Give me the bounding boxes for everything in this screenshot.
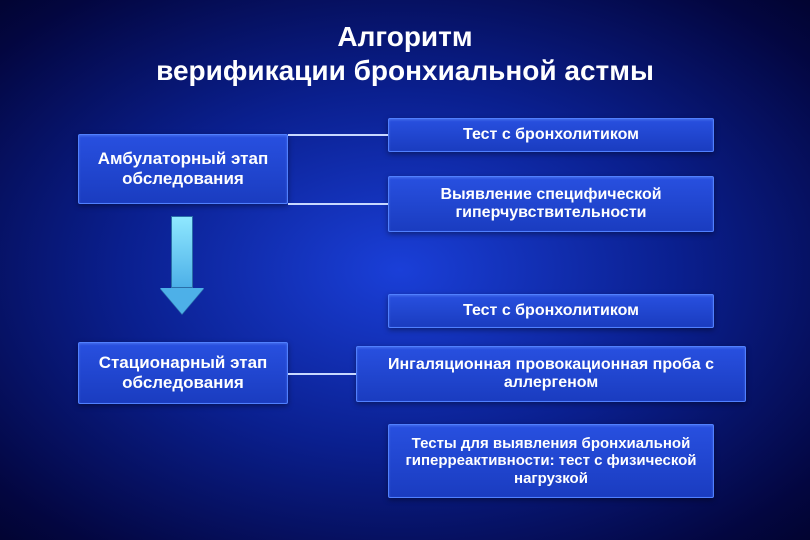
connector (288, 203, 388, 205)
arrow-shaft (171, 216, 193, 288)
node-label: Ингаляционная провокационная проба с алл… (367, 356, 735, 393)
title-line-1: Алгоритм (337, 21, 472, 52)
arrow-down-icon (160, 216, 204, 314)
node-left1: Амбулаторный этап обследования (78, 134, 288, 204)
node-left2: Стационарный этап обследования (78, 342, 288, 404)
node-r4: Ингаляционная провокационная проба с алл… (356, 346, 746, 402)
node-label: Тест с бронхолитиком (463, 302, 639, 320)
title-line-2: верификации бронхиальной астмы (156, 55, 654, 86)
node-label: Тесты для выявления бронхиальной гиперре… (399, 435, 703, 487)
node-label: Выявление специфической гиперчувствитель… (399, 186, 703, 223)
arrow-head (160, 288, 204, 314)
node-label: Стационарный этап обследования (89, 353, 277, 392)
node-label: Тест с бронхолитиком (463, 126, 639, 144)
slide-title: Алгоритм верификации бронхиальной астмы (0, 20, 810, 87)
node-r2: Выявление специфической гиперчувствитель… (388, 176, 714, 232)
node-r1: Тест с бронхолитиком (388, 118, 714, 152)
node-r3: Тест с бронхолитиком (388, 294, 714, 328)
node-label: Амбулаторный этап обследования (89, 149, 277, 188)
node-r5: Тесты для выявления бронхиальной гиперре… (388, 424, 714, 498)
connector (288, 373, 356, 375)
connector (288, 134, 388, 136)
